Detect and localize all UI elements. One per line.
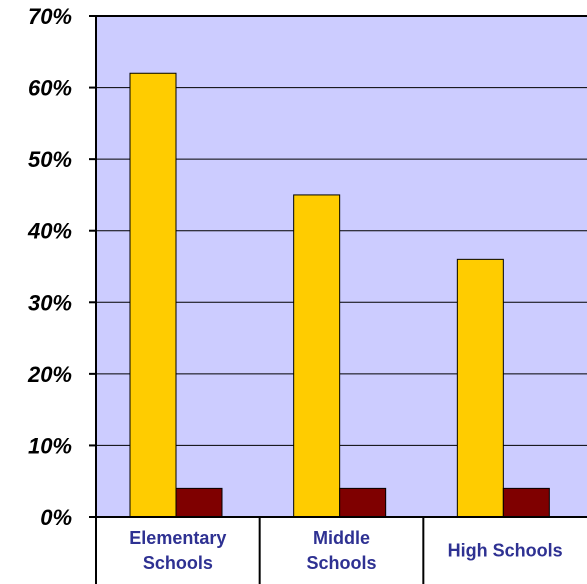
y-tick-label: 60% [28,76,72,101]
y-tick-label: 30% [28,290,72,315]
category-label: High Schools [448,541,563,561]
y-tick-label: 20% [27,362,72,387]
bar-series-2-category-1 [175,487,223,518]
bar-series-1-category-1 [129,72,177,518]
axes [89,15,587,584]
y-tick-labels: 0% 10% 20% 30% 40% 50% 60% 70% [27,4,72,530]
bar-series-2-category-3 [502,487,550,518]
y-tick-label: 50% [28,147,72,172]
y-tick-label: 10% [28,433,72,458]
y-tick-label: 70% [28,4,72,29]
bars [129,72,550,518]
gridlines [96,87,587,446]
y-tick-label: 40% [27,219,72,244]
category-label: Elementary Schools [129,528,226,573]
plot-area [96,16,587,517]
category-label: Middle Schools [306,528,376,573]
bar-series-1-category-2 [293,194,341,518]
category-labels: Elementary Schools Middle Schools High Schoo… [129,528,562,573]
y-tick-label: 0% [40,505,72,530]
bar-series-2-category-2 [339,487,387,518]
bar-series-1-category-3 [456,258,504,518]
